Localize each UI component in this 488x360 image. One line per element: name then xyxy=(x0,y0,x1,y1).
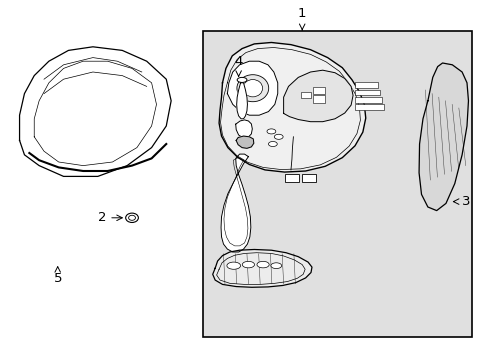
Bar xyxy=(354,104,383,110)
Text: 4: 4 xyxy=(234,55,243,68)
Bar xyxy=(302,174,315,182)
Ellipse shape xyxy=(242,261,254,268)
Ellipse shape xyxy=(125,213,138,222)
Polygon shape xyxy=(219,42,365,172)
Ellipse shape xyxy=(270,263,281,269)
Polygon shape xyxy=(283,70,352,122)
Text: 2: 2 xyxy=(98,211,106,224)
Ellipse shape xyxy=(243,80,262,97)
Bar xyxy=(203,31,471,337)
Ellipse shape xyxy=(268,141,277,147)
Text: 5: 5 xyxy=(53,272,62,285)
Bar xyxy=(354,97,381,103)
Polygon shape xyxy=(236,136,253,148)
Polygon shape xyxy=(418,63,468,211)
Text: 3: 3 xyxy=(461,195,469,208)
Bar xyxy=(312,87,325,94)
Bar xyxy=(300,92,310,98)
Bar xyxy=(284,174,299,182)
Polygon shape xyxy=(236,83,247,119)
Ellipse shape xyxy=(236,75,268,102)
Bar xyxy=(312,95,325,103)
Polygon shape xyxy=(20,47,171,176)
Bar xyxy=(354,90,379,95)
Polygon shape xyxy=(227,61,277,115)
Polygon shape xyxy=(221,154,250,252)
Ellipse shape xyxy=(128,215,135,220)
Ellipse shape xyxy=(237,77,246,82)
Ellipse shape xyxy=(257,261,269,268)
Text: 1: 1 xyxy=(297,7,306,20)
Ellipse shape xyxy=(274,134,283,139)
Bar xyxy=(354,82,377,88)
Polygon shape xyxy=(212,249,311,287)
Ellipse shape xyxy=(266,129,275,134)
Polygon shape xyxy=(235,120,252,138)
Ellipse shape xyxy=(226,262,240,269)
